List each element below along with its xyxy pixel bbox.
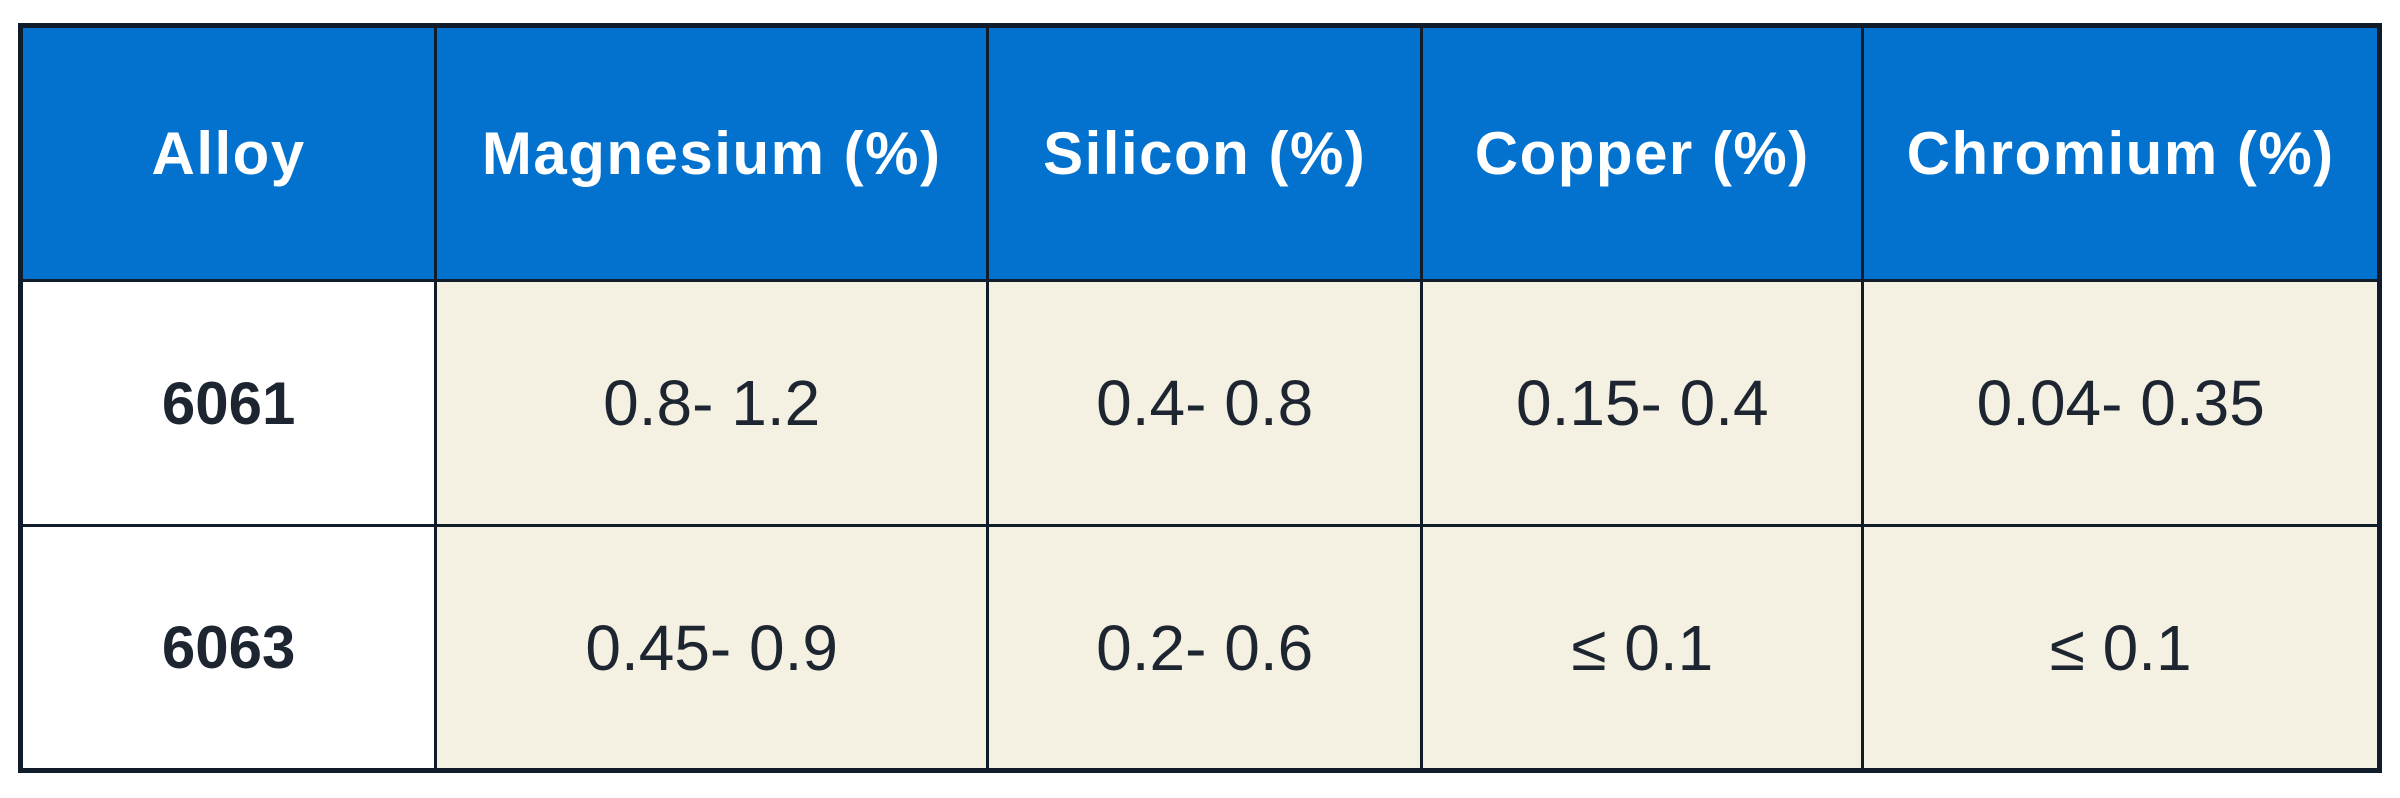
silicon-value-cell: 0.2- 0.6 xyxy=(986,524,1424,772)
table-header-row: Alloy Magnesium (%) Silicon (%) Copper (… xyxy=(18,24,2381,282)
magnesium-value-cell: 0.45- 0.9 xyxy=(434,524,990,772)
header-cell-magnesium: Magnesium (%) xyxy=(434,24,990,282)
alloy-name-cell: 6061 xyxy=(18,279,438,527)
header-cell-silicon: Silicon (%) xyxy=(986,24,1424,282)
header-cell-alloy: Alloy xyxy=(18,24,438,282)
alloy-name-cell: 6063 xyxy=(18,524,438,772)
table-row: 6063 0.45- 0.9 0.2- 0.6 ≤ 0.1 ≤ 0.1 xyxy=(18,524,2381,772)
chromium-value-cell: ≤ 0.1 xyxy=(1861,524,2381,772)
copper-value-cell: ≤ 0.1 xyxy=(1420,524,1865,772)
header-cell-chromium: Chromium (%) xyxy=(1861,24,2381,282)
copper-value-cell: 0.15- 0.4 xyxy=(1420,279,1865,527)
silicon-value-cell: 0.4- 0.8 xyxy=(986,279,1424,527)
header-cell-copper: Copper (%) xyxy=(1420,24,1865,282)
chromium-value-cell: 0.04- 0.35 xyxy=(1861,279,2381,527)
table-row: 6061 0.8- 1.2 0.4- 0.8 0.15- 0.4 0.04- 0… xyxy=(18,279,2381,527)
alloy-composition-table: Alloy Magnesium (%) Silicon (%) Copper (… xyxy=(18,23,2382,773)
magnesium-value-cell: 0.8- 1.2 xyxy=(434,279,990,527)
